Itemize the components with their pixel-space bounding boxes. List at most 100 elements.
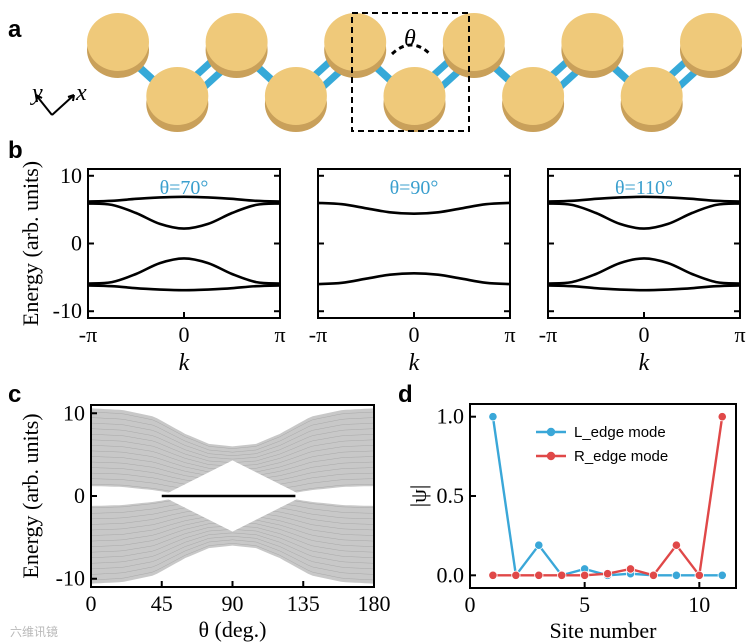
d-series-0-point-2 [534,540,544,550]
c-xtick-label-2: 90 [222,591,244,616]
c-level-0-37 [90,417,375,453]
c-band-upper [91,408,374,496]
d-series-1-point-2 [534,570,544,580]
c-level-1-31 [90,532,375,564]
b3-xtick-label-1: 0 [639,322,650,347]
d-ylabel: |ψ| [406,485,431,508]
d-legend-marker-0 [546,427,556,437]
b1-xtick-label-0: -π [79,322,97,347]
c-level-0-31 [90,428,375,460]
d-xtick-label-2: 10 [688,592,710,617]
c-ylabel: Energy (arb. units) [18,413,43,578]
watermark: 六维讯镜 [10,624,58,639]
b3-band-3 [547,284,741,292]
d-series-1-point-5 [602,569,613,579]
b2-annotation: θ=90° [390,177,439,199]
d-series-1-point-6 [625,564,636,574]
disk-0 [87,13,149,71]
d-series-1-point-9 [694,570,704,580]
d-xtick-label-1: 5 [579,592,590,617]
c-xtick-label-0: 0 [86,591,97,616]
c-xtick-label-1: 45 [151,591,173,616]
angle-theta-label: θ [404,26,416,52]
c-ytick-label-0: 10 [63,400,85,425]
b1-band-1 [87,257,281,285]
chart-b3: -π 0 π θ=110° k [539,168,746,376]
disk-9 [620,67,683,125]
d-ytick-label-2: 0.0 [437,562,465,587]
c-ytick-label-1: 0 [74,483,85,508]
d-series-1-point-10 [717,412,727,422]
b2-xtick-label-0: -π [309,322,327,347]
b1-xlabel: k [179,350,190,376]
b1-xtick-label-2: π [274,322,285,347]
c-band-lower [91,496,374,584]
b3-band-1 [547,257,741,285]
c-level-1-40 [90,543,375,581]
b1-ylabel: Energy (arb. units) [18,161,43,326]
d-ytick-label-1: 0.5 [437,483,465,508]
disk-5 [383,67,446,125]
b1-ytick-label-1: 0 [71,231,82,256]
disk-8 [561,13,624,71]
panel-label-d: d [398,381,413,408]
d-series-1-point-1 [511,570,521,580]
d-series-0-point-8 [671,570,681,580]
disk-4 [324,13,387,71]
disk-2 [205,13,268,71]
b3-band-2 [547,195,741,203]
c-level-1-37 [90,539,375,575]
disk-3 [264,67,327,125]
disk-6 [442,13,505,71]
panel-label-b: b [8,137,23,164]
b3-band-0 [547,202,741,230]
b1-band-3 [87,284,281,292]
d-series-1-point-0 [488,570,498,580]
d-series-1-point-8 [671,540,681,550]
unit-cell-box [351,12,470,132]
b1-band-0 [87,202,281,230]
c-xtick-label-4: 180 [358,591,391,616]
d-series-1-point-4 [580,570,590,580]
c-level-0-40 [90,411,375,449]
b3-xlabel: k [639,350,650,376]
d-series-0-point-10 [717,570,727,580]
d-legend-label-0: L_edge mode [574,424,666,441]
b2-xlabel: k [409,350,420,376]
d-ytick-label-0: 1.0 [437,404,465,429]
b2-xtick-label-1: 0 [409,322,420,347]
c-level-1-34 [90,536,375,570]
d-series-1-point-3 [557,570,567,580]
c-xlabel: θ (deg.) [199,617,267,642]
b1-ytick-label-0: 10 [60,163,82,188]
d-xtick-label-0: 0 [465,592,476,617]
axis-y-label: y [30,80,43,106]
b3-xtick-label-2: π [734,322,745,347]
d-xlabel: Site number [550,618,658,643]
chain-illustration [87,13,742,132]
b1-band-2 [87,195,281,203]
b2-band-0 [317,201,511,216]
b2-xtick-label-2: π [504,322,515,347]
chart-b1: -π 0 π 10 0 -10 θ=70° k Energy (arb. units) [18,161,286,376]
d-legend-label-1: R_edge mode [574,448,668,465]
coordinate-axes: y x [30,80,87,116]
b2-band-1 [317,271,511,286]
c-ytick-label-2: -10 [56,566,85,591]
chart-d: 0 5 10 1.0 0.5 0.0 L_edge mode R_edge mode Site … [406,403,737,643]
axis-x-label: x [75,80,87,106]
b1-ytick-label-2: -10 [53,298,82,323]
angle-arc [390,43,432,56]
disk-10 [680,13,742,71]
b3-annotation: θ=110° [615,177,673,199]
d-series-0-point-0 [488,412,498,422]
d-series-1-point-7 [648,570,659,580]
disk-7 [502,67,565,125]
d-legend-marker-1 [546,451,556,461]
c-xtick-label-3: 135 [287,591,320,616]
b1-xtick-label-1: 0 [179,322,190,347]
panel-label-a: a [8,16,22,43]
